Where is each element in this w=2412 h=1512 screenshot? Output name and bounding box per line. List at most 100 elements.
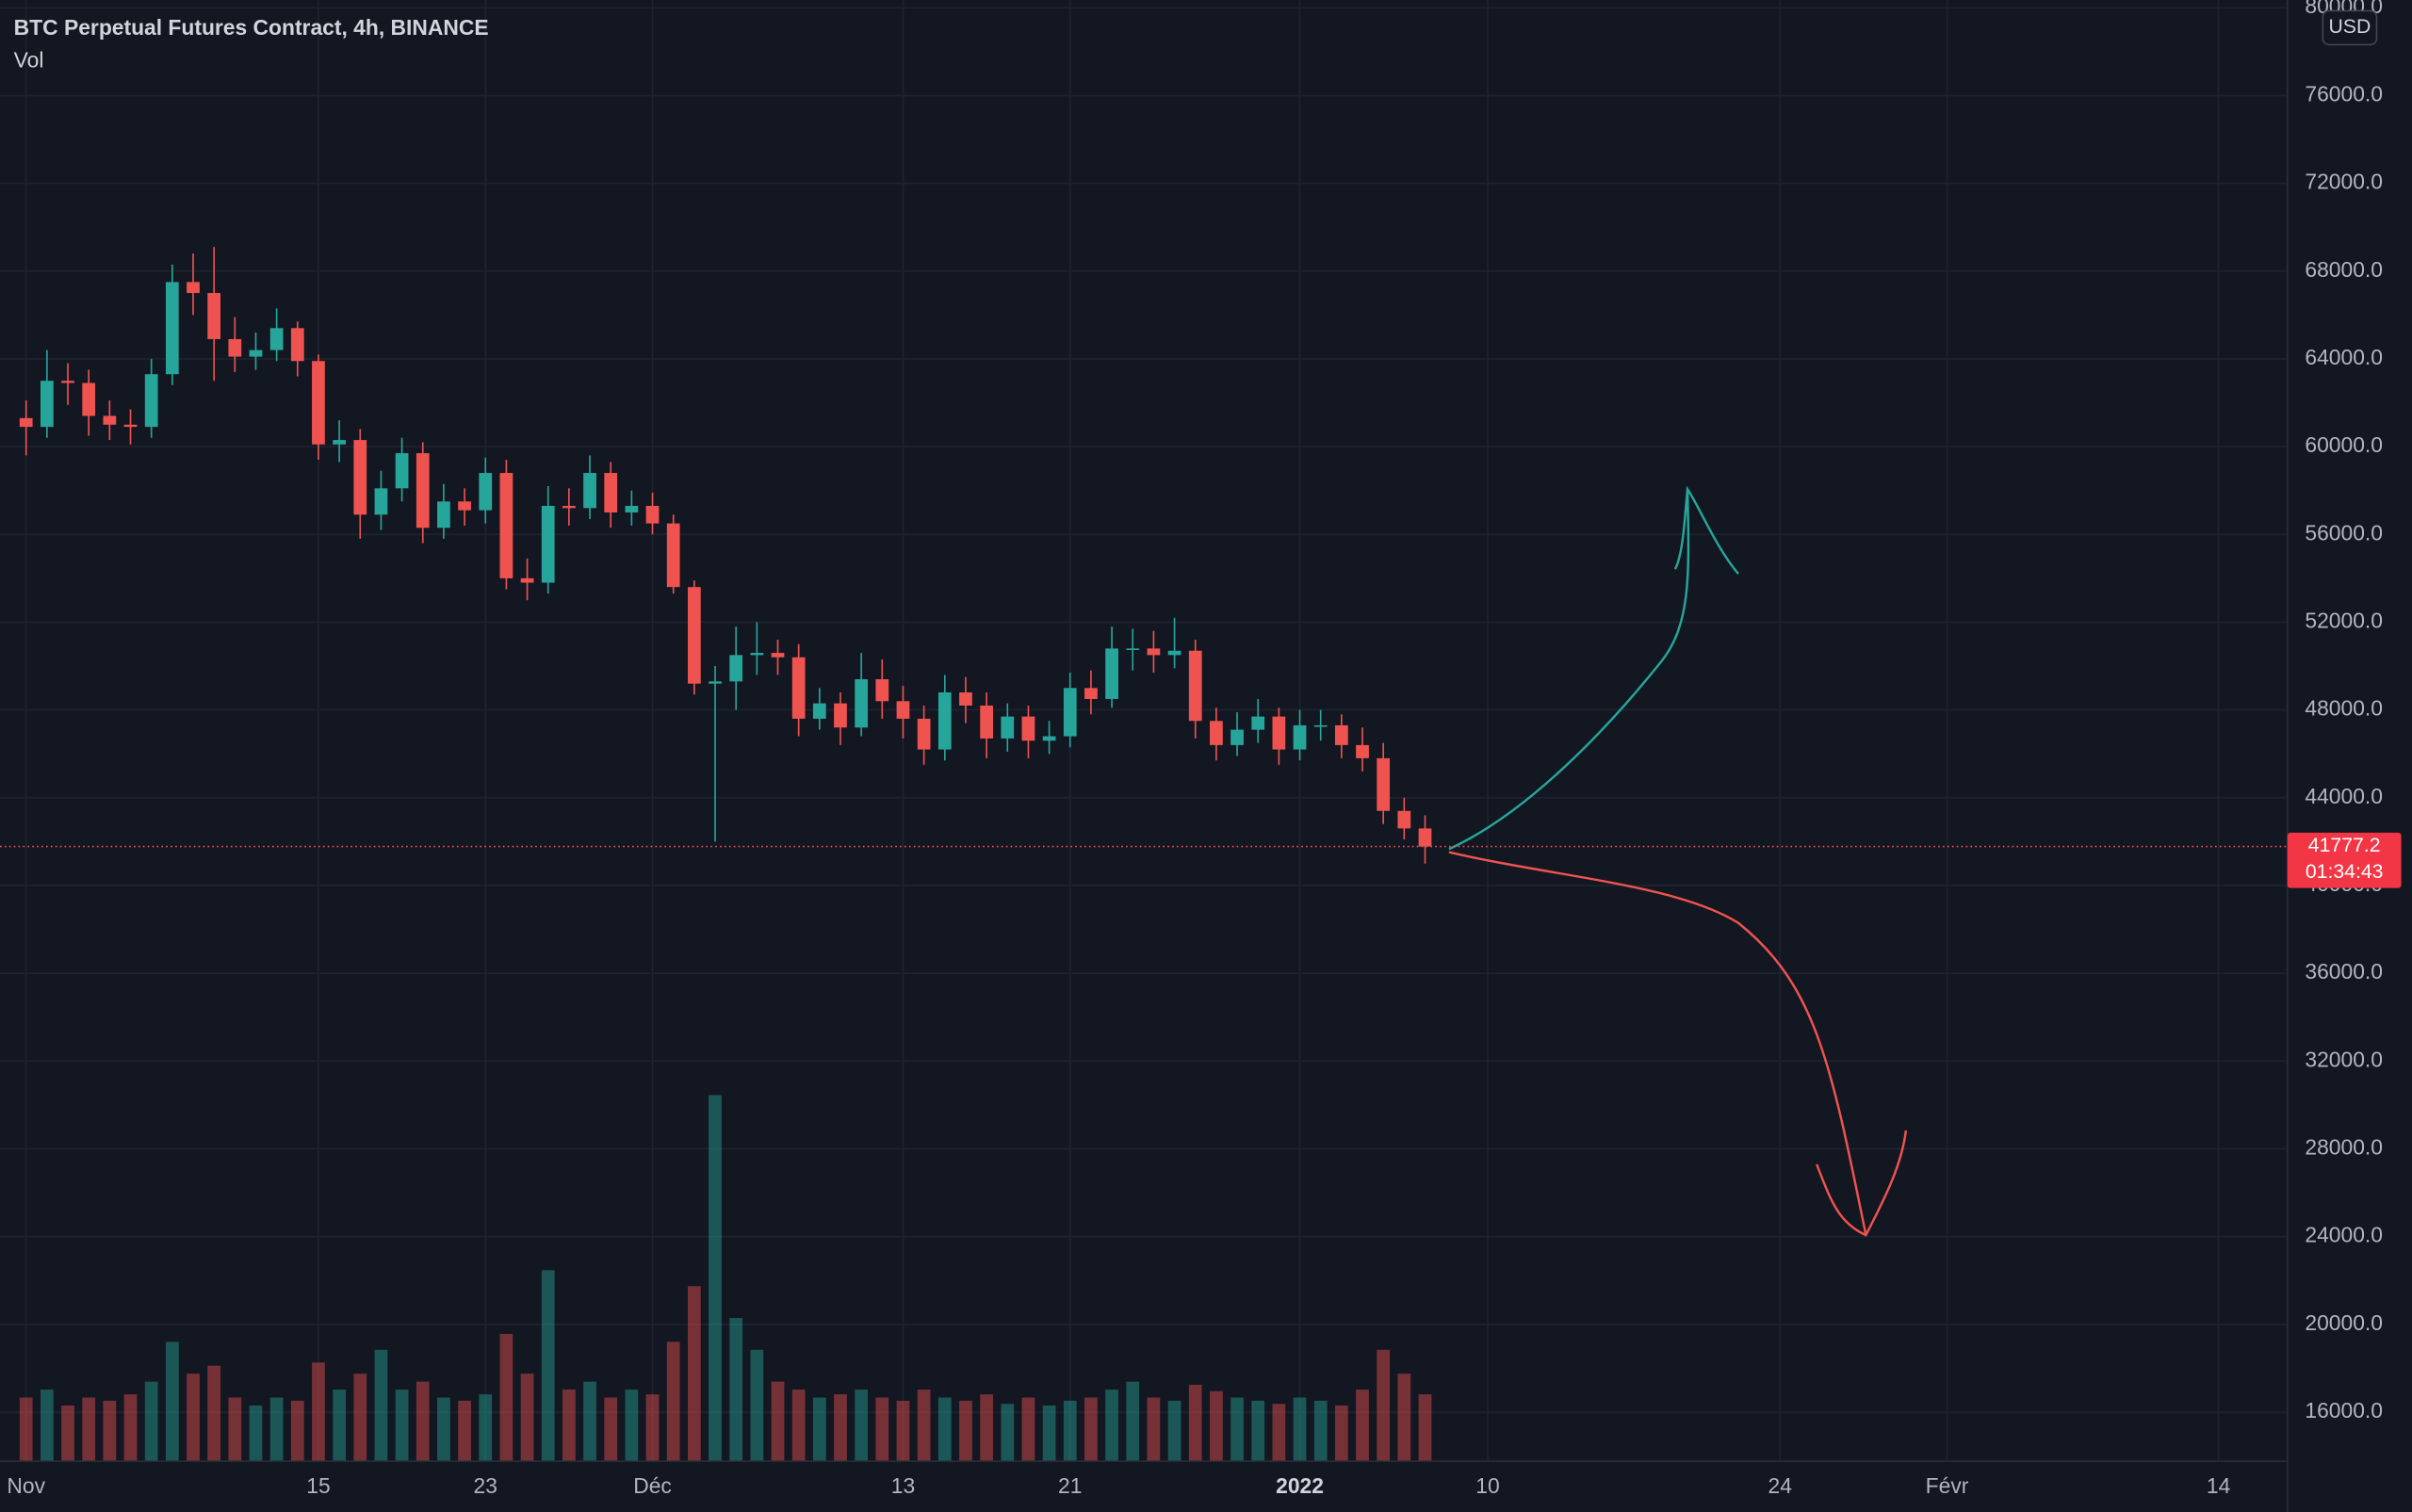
candle-body <box>353 440 367 515</box>
candle-body <box>1188 650 1202 722</box>
volume-bar <box>1105 1390 1118 1462</box>
volume-bar <box>61 1405 74 1462</box>
candle-body <box>269 328 284 350</box>
x-tick-label: Déc <box>633 1473 672 1498</box>
x-tick-label: Nov <box>7 1473 45 1498</box>
volume-bar <box>1063 1400 1077 1462</box>
x-tick-label: 24 <box>1768 1473 1793 1498</box>
volume-bar <box>750 1349 764 1462</box>
candle-body <box>479 473 493 511</box>
candle-body <box>499 473 513 578</box>
candle-body <box>1230 729 1244 745</box>
countdown-label: 01:34:43 <box>2306 861 2384 883</box>
candle-body <box>374 488 388 515</box>
currency-label[interactable]: USD <box>2328 16 2371 38</box>
volume-bar <box>625 1390 639 1462</box>
y-tick-label: 32000.0 <box>2305 1047 2383 1071</box>
candle-body <box>1126 648 1140 651</box>
volume-bar <box>917 1390 931 1462</box>
candle-body <box>312 361 325 445</box>
volume-bar <box>1230 1397 1244 1462</box>
volume-bar <box>1397 1374 1411 1462</box>
volume-bar <box>709 1095 722 1462</box>
volume-bar <box>499 1333 513 1462</box>
volume-bar <box>312 1362 325 1462</box>
candles <box>19 247 1432 864</box>
candle-body <box>980 705 993 739</box>
chart-title: BTC Perpetual Futures Contract, 4h, BINA… <box>14 15 489 40</box>
y-tick-label: 76000.0 <box>2305 81 2383 106</box>
volume-bar <box>290 1400 304 1462</box>
candle-body <box>1167 650 1182 656</box>
volume-bar <box>855 1390 869 1462</box>
candle-body <box>666 523 680 588</box>
volume-bar <box>1293 1397 1307 1462</box>
y-tick-label: 68000.0 <box>2305 257 2383 282</box>
y-tick-label: 44000.0 <box>2305 784 2383 808</box>
candle-body <box>1377 757 1391 811</box>
y-tick-label: 28000.0 <box>2305 1135 2383 1160</box>
volume-bar <box>374 1349 388 1462</box>
volume-bar <box>541 1270 555 1462</box>
y-tick-label: 24000.0 <box>2305 1223 2383 1247</box>
candle-body <box>771 653 785 658</box>
bullish-arrow <box>1448 485 1739 851</box>
candle-body <box>290 328 304 362</box>
candle-body <box>1251 716 1265 730</box>
currency-button[interactable] <box>2322 9 2378 46</box>
candle-body <box>144 374 158 428</box>
volume-bar <box>19 1397 33 1462</box>
candle-body <box>834 703 847 728</box>
volume-bar <box>1272 1404 1286 1462</box>
y-tick-label: 56000.0 <box>2305 520 2383 545</box>
candle-body <box>333 440 346 445</box>
volume-bar <box>896 1400 910 1462</box>
candle-body <box>604 473 618 512</box>
candle-body <box>1356 744 1369 758</box>
candle-body <box>855 679 869 728</box>
volume-bar <box>645 1394 660 1462</box>
volume-pane <box>19 1095 1432 1462</box>
y-tick-label: 52000.0 <box>2305 608 2383 632</box>
candle-body <box>750 653 764 656</box>
candle-body <box>437 501 450 528</box>
volume-bar <box>1418 1394 1432 1462</box>
candle-body <box>1105 648 1118 699</box>
x-tick-label: 21 <box>1058 1473 1082 1498</box>
last-price-box <box>2287 832 2402 888</box>
candle-body <box>1084 688 1098 699</box>
volume-bar <box>228 1397 242 1462</box>
volume-bar <box>834 1394 847 1462</box>
candle-body <box>709 681 722 684</box>
candle-body <box>1042 736 1056 741</box>
candle-body <box>40 381 54 428</box>
candle-body <box>1147 648 1161 656</box>
x-tick-label: 23 <box>474 1473 497 1498</box>
volume-label: Vol <box>14 47 44 72</box>
volume-bar <box>771 1381 785 1462</box>
candle-body <box>1334 724 1348 745</box>
candle-body <box>1397 810 1411 829</box>
volume-bar <box>583 1381 596 1462</box>
volume-bar <box>520 1374 534 1462</box>
candle-body <box>541 505 555 583</box>
volume-bar <box>1377 1349 1391 1462</box>
y-tick-label: 20000.0 <box>2305 1310 2383 1335</box>
y-tick-label: 36000.0 <box>2305 959 2383 984</box>
candle-body <box>123 424 138 428</box>
volume-bar <box>437 1397 450 1462</box>
candle-body <box>896 701 910 719</box>
volume-bar <box>249 1405 263 1462</box>
candle-body <box>812 703 826 719</box>
candle-body <box>395 453 409 489</box>
candle-body <box>1063 688 1077 737</box>
volume-bar <box>1167 1400 1182 1462</box>
volume-bar <box>103 1400 117 1462</box>
x-tick-label: 15 <box>306 1473 330 1498</box>
x-tick-label: 10 <box>1475 1473 1499 1498</box>
volume-bar <box>1084 1397 1098 1462</box>
volume-bar <box>123 1394 138 1462</box>
candle-body <box>1313 724 1328 727</box>
